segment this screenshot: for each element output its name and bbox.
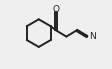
Text: N: N <box>89 32 96 41</box>
Text: O: O <box>53 5 59 14</box>
